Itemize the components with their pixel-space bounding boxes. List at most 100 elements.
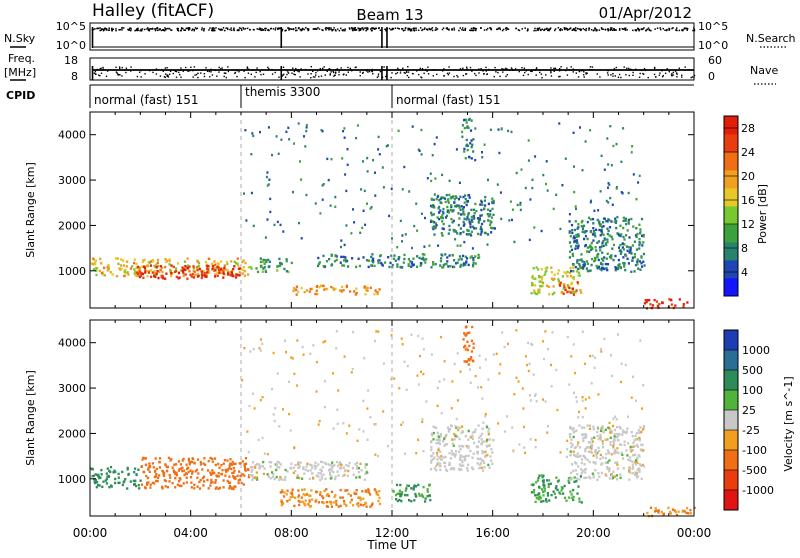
data-cell <box>377 493 380 497</box>
data-cell <box>596 218 599 222</box>
data-cell <box>365 471 368 474</box>
data-cell <box>196 485 199 488</box>
noise-dot <box>291 28 293 30</box>
data-cell <box>432 261 435 264</box>
sparse-echo <box>415 202 418 205</box>
data-cell <box>620 443 623 446</box>
sparse-echo <box>527 369 530 373</box>
sparse-echo <box>614 415 617 418</box>
data-cell <box>389 261 392 265</box>
sparse-echo <box>266 218 269 221</box>
data-cell <box>611 247 614 250</box>
data-cell <box>442 227 445 231</box>
data-cell <box>183 260 187 263</box>
sparse-echo <box>530 342 533 346</box>
sparse-echo <box>443 378 446 381</box>
noise-dot <box>237 29 240 32</box>
data-cell <box>469 233 472 236</box>
data-cell <box>135 262 138 265</box>
nave-dot <box>462 74 465 77</box>
sparse-echo <box>456 399 459 402</box>
data-cell <box>436 216 439 219</box>
nave-dot <box>635 68 637 70</box>
sparse-echo <box>499 363 502 366</box>
sparse-echo <box>290 356 293 359</box>
sparse-echo <box>543 357 545 361</box>
data-cell <box>318 286 321 289</box>
data-cell <box>221 468 224 472</box>
data-cell <box>476 232 480 236</box>
sparse-echo <box>267 183 270 186</box>
sparse-echo <box>529 394 531 397</box>
data-cell <box>377 259 380 262</box>
sparse-echo <box>435 136 438 139</box>
data-cell <box>191 457 194 460</box>
sparse-echo <box>617 333 620 336</box>
data-cell <box>657 511 660 514</box>
noise-dot <box>307 28 309 30</box>
nave-dot <box>299 76 301 78</box>
data-cell <box>192 276 195 279</box>
nave-dot <box>192 76 194 78</box>
sparse-echo <box>289 429 292 432</box>
sparse-echo <box>515 171 518 175</box>
data-cell <box>162 471 165 474</box>
sparse-echo <box>496 183 499 186</box>
data-cell <box>355 291 358 295</box>
data-cell <box>193 487 196 490</box>
data-cell <box>296 474 299 477</box>
nave-dot <box>167 74 169 77</box>
data-cell <box>573 480 576 483</box>
data-cell <box>491 462 494 465</box>
data-cell <box>577 226 580 229</box>
data-cell <box>656 304 659 308</box>
data-cell <box>592 222 595 225</box>
noise-dot <box>287 27 289 29</box>
noise-dot <box>222 27 225 29</box>
noise-dot <box>537 29 539 31</box>
sparse-echo <box>564 157 567 160</box>
data-cell <box>211 481 214 484</box>
noise-dot <box>130 28 132 30</box>
data-cell <box>403 253 406 257</box>
noise-dot <box>575 29 577 32</box>
sparse-echo <box>345 189 348 193</box>
data-cell <box>463 217 466 220</box>
data-cell <box>432 438 435 441</box>
data-cell <box>612 258 615 262</box>
data-cell <box>118 267 121 270</box>
sparse-echo <box>334 195 337 199</box>
sparse-echo <box>261 342 264 346</box>
data-cell <box>540 474 543 477</box>
data-cell <box>474 202 477 206</box>
data-cell <box>159 457 162 460</box>
data-cell <box>572 277 575 281</box>
data-cell <box>454 453 457 456</box>
data-cell <box>438 217 441 221</box>
noise-dot <box>295 29 297 32</box>
data-cell <box>575 446 578 449</box>
nave-dot <box>558 76 560 78</box>
nave-dot <box>278 76 280 78</box>
data-cell <box>358 264 361 268</box>
data-cell <box>158 461 161 464</box>
nave-dot <box>447 73 450 76</box>
data-cell <box>164 463 167 466</box>
data-cell <box>416 255 419 258</box>
data-cell <box>176 483 179 486</box>
data-cell <box>180 467 183 470</box>
sparse-echo <box>436 451 438 455</box>
data-cell <box>152 260 155 263</box>
data-cell <box>623 243 626 246</box>
data-cell <box>196 273 199 276</box>
power-cbar-swatch <box>724 134 738 153</box>
data-cell <box>198 267 201 271</box>
nave-dot <box>304 68 307 71</box>
data-cell <box>446 260 449 263</box>
data-cell <box>538 474 541 477</box>
power-cbar-swatch <box>724 206 738 225</box>
data-cell <box>346 489 349 492</box>
noise-dot <box>318 28 321 30</box>
sparse-echo <box>301 345 304 349</box>
data-cell <box>576 267 580 271</box>
